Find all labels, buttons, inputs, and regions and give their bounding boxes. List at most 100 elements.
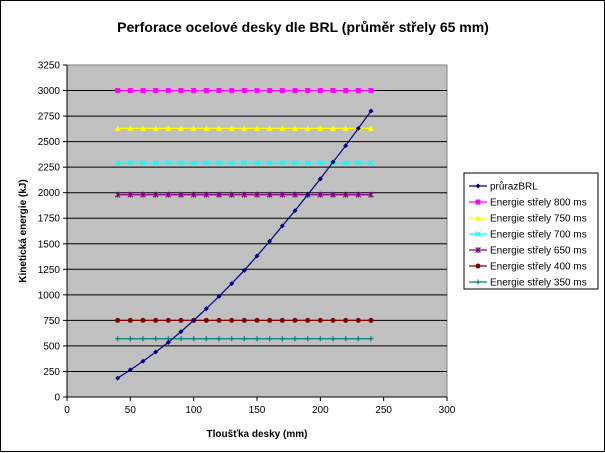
data-point bbox=[267, 238, 273, 244]
data-point bbox=[140, 358, 146, 364]
data-point bbox=[342, 125, 349, 131]
data-point bbox=[241, 317, 247, 323]
data-point bbox=[178, 125, 184, 131]
data-point bbox=[279, 160, 286, 166]
y-axis-label: Kinetická energie (kJ) bbox=[18, 179, 29, 282]
data-point bbox=[191, 88, 197, 94]
data-point bbox=[127, 160, 134, 166]
data-point bbox=[153, 317, 159, 323]
data-point bbox=[355, 88, 361, 94]
data-point bbox=[279, 191, 286, 198]
data-point bbox=[266, 160, 273, 166]
data-point bbox=[267, 317, 273, 323]
data-point bbox=[140, 125, 146, 131]
y-tick-label: 3250 bbox=[38, 61, 61, 72]
data-point bbox=[140, 160, 146, 166]
data-point bbox=[279, 125, 286, 131]
data-point bbox=[178, 336, 184, 342]
data-point bbox=[178, 88, 184, 94]
data-point bbox=[153, 349, 159, 355]
data-point bbox=[330, 88, 336, 94]
data-point bbox=[254, 191, 260, 198]
data-point bbox=[292, 317, 298, 323]
y-tick-label: 1500 bbox=[38, 239, 61, 250]
data-point bbox=[330, 317, 336, 323]
data-point bbox=[342, 160, 349, 166]
data-point bbox=[267, 88, 273, 94]
data-point bbox=[216, 293, 222, 299]
data-point bbox=[178, 317, 184, 323]
data-point bbox=[191, 336, 197, 342]
data-point bbox=[342, 191, 349, 198]
y-tick-label: 0 bbox=[54, 393, 60, 404]
data-point bbox=[216, 317, 222, 323]
data-point bbox=[191, 317, 197, 323]
y-tick-label: 2250 bbox=[38, 163, 61, 174]
data-point bbox=[115, 88, 121, 94]
data-point bbox=[140, 317, 146, 323]
data-point bbox=[127, 367, 133, 373]
data-point bbox=[114, 160, 121, 166]
series-4 bbox=[114, 191, 374, 198]
y-tick-label: 2750 bbox=[38, 112, 61, 123]
data-point bbox=[368, 191, 374, 198]
data-point bbox=[368, 336, 374, 342]
legend-entry: Energie střely 750 ms bbox=[469, 214, 587, 225]
data-point bbox=[203, 88, 209, 94]
data-point bbox=[127, 336, 133, 342]
legend-swatch-marker bbox=[475, 199, 481, 205]
data-point bbox=[115, 317, 121, 323]
data-point bbox=[216, 160, 222, 166]
y-tick-label: 1000 bbox=[38, 290, 61, 301]
data-point bbox=[178, 160, 184, 166]
data-point bbox=[305, 192, 311, 198]
axes: 0250500750100012501500175020002250250027… bbox=[38, 61, 456, 417]
series-6 bbox=[115, 336, 374, 342]
data-point bbox=[317, 88, 323, 94]
data-point bbox=[190, 125, 197, 131]
legend-entry: průrazBRL bbox=[469, 181, 538, 193]
legend-items: průrazBRL Energie střely 800 ms Energie st… bbox=[469, 181, 587, 289]
legend-swatch-marker bbox=[475, 215, 481, 221]
data-point bbox=[114, 191, 121, 198]
data-point bbox=[216, 125, 222, 131]
data-point bbox=[368, 108, 374, 114]
data-point bbox=[317, 160, 324, 166]
data-point bbox=[254, 88, 260, 94]
y-tick-label: 250 bbox=[43, 367, 60, 378]
legend-label: Energie střely 700 ms bbox=[490, 230, 587, 241]
data-point bbox=[140, 336, 146, 342]
data-point bbox=[330, 159, 336, 165]
data-point bbox=[317, 125, 324, 131]
data-point bbox=[305, 336, 311, 342]
data-point bbox=[355, 317, 361, 323]
data-point bbox=[317, 336, 323, 342]
series-0 bbox=[115, 108, 374, 381]
data-point bbox=[254, 160, 260, 166]
series-3 bbox=[114, 160, 374, 166]
data-point bbox=[241, 191, 248, 198]
legend-entry: Energie střely 800 ms bbox=[469, 198, 587, 209]
data-point bbox=[266, 191, 273, 198]
data-point bbox=[229, 281, 235, 287]
data-point bbox=[153, 88, 159, 94]
y-tick-label: 1250 bbox=[38, 265, 61, 276]
data-point bbox=[304, 160, 311, 166]
y-tick-label: 2500 bbox=[38, 137, 61, 148]
data-point bbox=[368, 317, 374, 323]
data-point bbox=[304, 125, 311, 131]
data-point bbox=[165, 88, 171, 94]
x-tick-label: 300 bbox=[439, 405, 456, 416]
data-point bbox=[152, 125, 159, 131]
data-point bbox=[241, 160, 248, 166]
data-point bbox=[279, 88, 285, 94]
data-point bbox=[254, 253, 260, 259]
data-point bbox=[229, 317, 235, 323]
data-point bbox=[229, 88, 235, 94]
legend-swatch-marker bbox=[475, 263, 481, 269]
data-point bbox=[165, 125, 172, 131]
series-1 bbox=[115, 88, 374, 94]
data-point bbox=[114, 125, 121, 131]
data-point bbox=[279, 223, 285, 229]
